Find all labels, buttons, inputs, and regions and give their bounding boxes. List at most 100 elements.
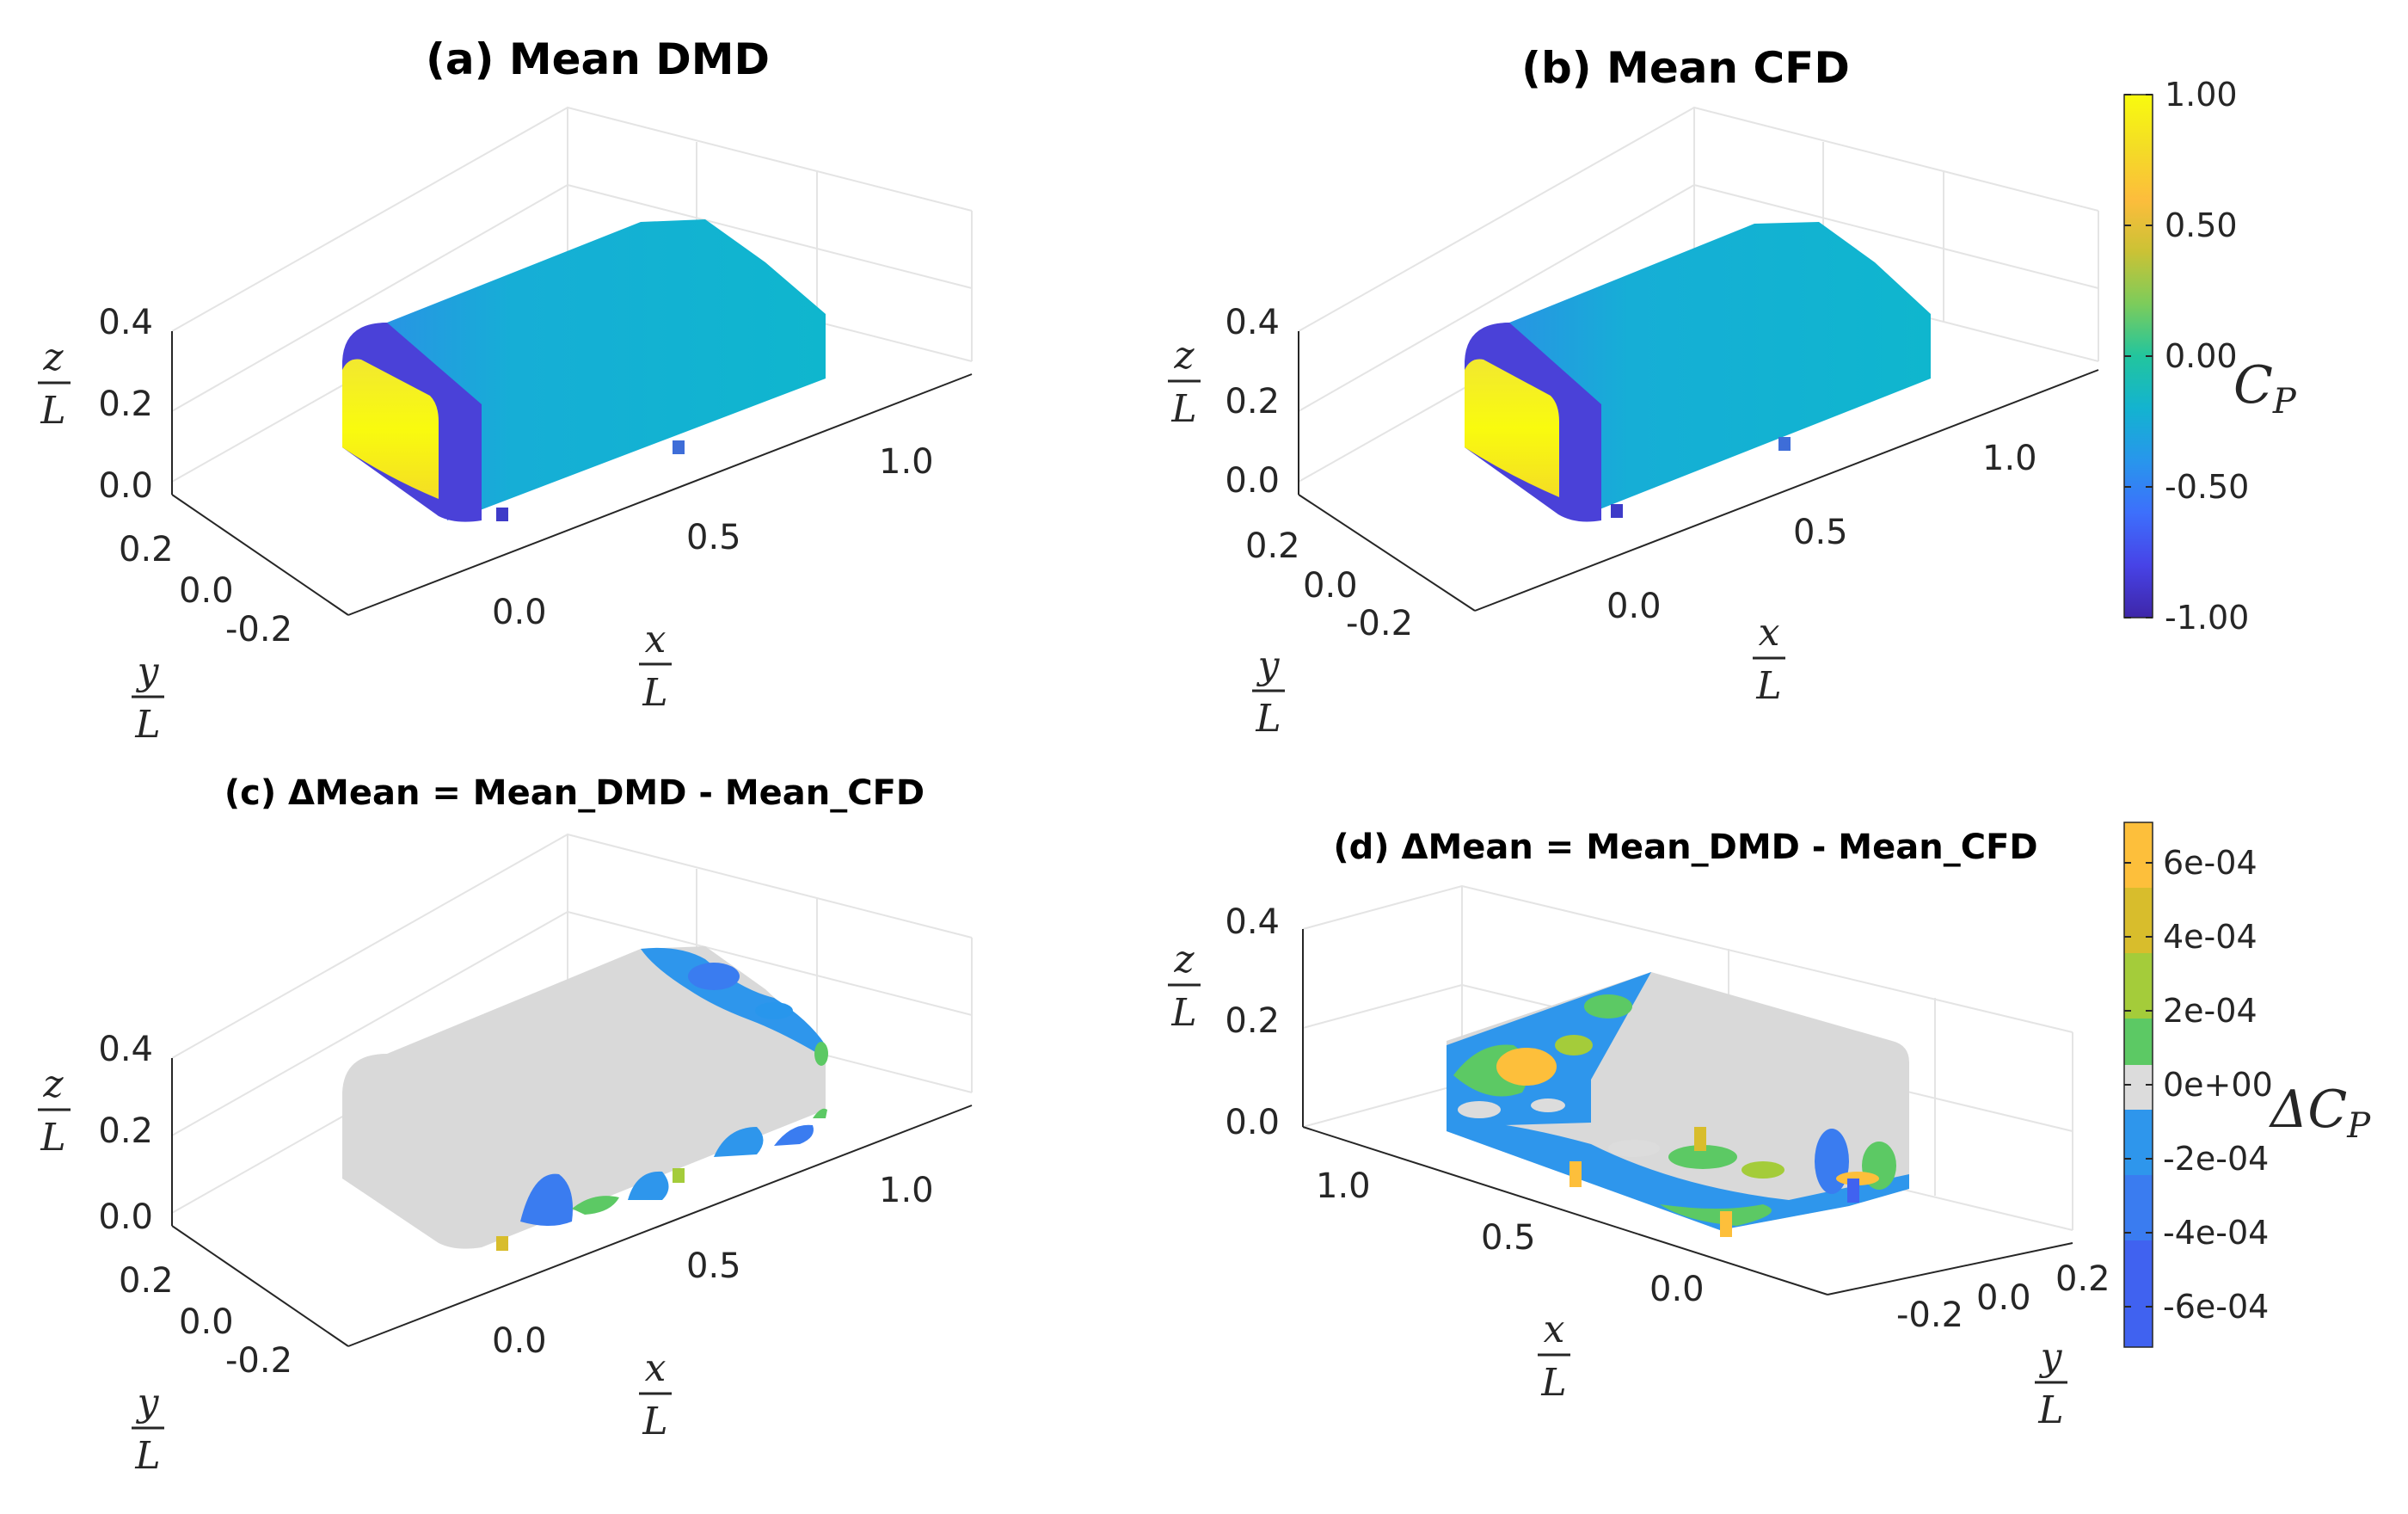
x-tick-label: 1.0 bbox=[879, 442, 934, 482]
colorbar-cp-label: CP bbox=[2233, 355, 2297, 422]
z-tick-label: 0.4 bbox=[98, 1030, 153, 1069]
y-tick-label: 0.2 bbox=[119, 530, 174, 569]
panel-d-y-ticks: -0.2 0.0 0.2 bbox=[1896, 1259, 2110, 1335]
x-label-den: L bbox=[642, 671, 667, 715]
body-gray-surface bbox=[342, 946, 826, 1249]
colorbar-tick-label: 6e-04 bbox=[2163, 844, 2258, 882]
y-label-num: y bbox=[1256, 643, 1281, 687]
panel-b-z-label: z L bbox=[1168, 334, 1201, 431]
delta-patch bbox=[1584, 994, 1632, 1019]
delta-patch bbox=[1458, 1101, 1501, 1118]
x-label-num: x bbox=[645, 1346, 666, 1390]
y-tick-label: 0.0 bbox=[1976, 1278, 2031, 1318]
panel-d-axes bbox=[1302, 929, 2073, 1296]
panel-a-z-ticks: 0.4 0.2 0.0 bbox=[98, 303, 153, 506]
panel-b-title: (b) Mean CFD bbox=[1521, 43, 1850, 93]
panel-c-x-ticks: 0.0 0.5 1.0 bbox=[492, 1171, 934, 1361]
panel-a-title: (a) Mean DMD bbox=[426, 34, 770, 84]
x-tick-label: 0.5 bbox=[1481, 1218, 1536, 1258]
x-tick-label: 0.5 bbox=[686, 518, 741, 557]
panel-d-z-label: z L bbox=[1168, 938, 1201, 1035]
body-leg bbox=[1847, 1179, 1859, 1203]
panel-c-x-label: x L bbox=[639, 1346, 672, 1443]
x-label-num: x bbox=[1544, 1308, 1565, 1351]
panel-b: (b) Mean CFD 0.4 0.2 0.0 bbox=[1168, 43, 2297, 741]
colorbar-tick-label: 4e-04 bbox=[2163, 918, 2258, 956]
z-tick-label: 0.0 bbox=[98, 1197, 153, 1237]
delta-patch bbox=[1531, 1099, 1565, 1112]
panel-c-y-label: y L bbox=[132, 1381, 164, 1478]
body-leg bbox=[1570, 1161, 1582, 1187]
x-tick-label: 0.0 bbox=[1606, 587, 1662, 626]
y-label-den: L bbox=[134, 1434, 160, 1478]
z-tick-label: 0.0 bbox=[98, 466, 153, 506]
z-label-num: z bbox=[42, 335, 64, 379]
z-tick-label: 0.2 bbox=[1225, 382, 1280, 422]
colorbar-tick-label: 0e+00 bbox=[2163, 1066, 2273, 1104]
z-tick-label: 0.2 bbox=[98, 385, 153, 424]
panel-c-body bbox=[342, 946, 828, 1251]
colorbar-delta-cp-label: ΔCP bbox=[2269, 1080, 2371, 1146]
y-tick-label: 0.2 bbox=[2055, 1259, 2110, 1299]
panel-c: (c) ΔMean = Mean_DMD - Mean_CFD bbox=[38, 773, 973, 1478]
delta-patch bbox=[714, 1127, 764, 1157]
delta-patch bbox=[813, 1108, 827, 1118]
panel-b-body bbox=[1465, 222, 1931, 522]
x-label-den: L bbox=[1755, 664, 1781, 708]
x-label-den: L bbox=[1540, 1361, 1566, 1405]
panel-b-x-label: x L bbox=[1753, 611, 1785, 708]
panel-d-body bbox=[1447, 972, 1909, 1237]
colorbar-tick-label: 0.00 bbox=[2165, 337, 2238, 375]
panel-a-y-label: y L bbox=[132, 649, 164, 747]
body-leg bbox=[496, 508, 508, 521]
body-leg bbox=[1720, 1211, 1732, 1237]
x-label-den: L bbox=[642, 1400, 667, 1443]
panel-d-y-label: y L bbox=[2035, 1335, 2067, 1432]
colorbar-tick-label: -1.00 bbox=[2165, 599, 2249, 637]
x-tick-label: 0.0 bbox=[492, 1321, 547, 1361]
y-tick-label: 0.2 bbox=[119, 1261, 174, 1301]
z-label-num: z bbox=[1173, 334, 1195, 378]
z-label-num: z bbox=[1173, 938, 1195, 982]
y-tick-label: 0.0 bbox=[179, 1302, 234, 1342]
y-label-num: y bbox=[136, 649, 160, 693]
body-leg bbox=[673, 440, 685, 454]
y-label-den: L bbox=[134, 703, 160, 747]
panel-b-y-label: y L bbox=[1252, 643, 1285, 741]
body-front-face bbox=[342, 359, 439, 499]
body-leg bbox=[1611, 504, 1623, 518]
z-label-den: L bbox=[1170, 387, 1196, 431]
panel-c-axes bbox=[171, 1058, 973, 1347]
z-label-den: L bbox=[40, 389, 65, 433]
panel-d-x-label: x L bbox=[1538, 1308, 1570, 1405]
delta-patch bbox=[641, 947, 826, 1058]
x-tick-label: 0.0 bbox=[492, 593, 547, 632]
y-tick-label: -0.2 bbox=[1346, 604, 1413, 643]
x-tick-label: 1.0 bbox=[1982, 439, 2037, 478]
y-tick-label: -0.2 bbox=[225, 610, 292, 649]
delta-patch bbox=[774, 1124, 814, 1146]
panel-c-z-label: z L bbox=[38, 1062, 71, 1160]
panel-c-z-ticks: 0.4 0.2 0.0 bbox=[98, 1030, 153, 1237]
colorbar-tick-label: -2e-04 bbox=[2163, 1140, 2269, 1178]
y-tick-label: -0.2 bbox=[225, 1341, 292, 1381]
panel-a-axes bbox=[171, 331, 973, 616]
y-tick-label: 0.0 bbox=[179, 571, 234, 611]
delta-patch bbox=[520, 1173, 573, 1226]
z-tick-label: 0.0 bbox=[1225, 1103, 1280, 1142]
colorbar-tick-label: 2e-04 bbox=[2163, 992, 2258, 1030]
panel-a-y-ticks: 0.2 0.0 -0.2 bbox=[119, 530, 292, 649]
colorbar-delta-cp-steps bbox=[2123, 822, 2153, 1348]
delta-patch bbox=[814, 1042, 828, 1066]
y-label-num: y bbox=[136, 1381, 160, 1425]
delta-patch bbox=[755, 1002, 793, 1019]
body-leg bbox=[1694, 1127, 1706, 1151]
panel-d-z-ticks: 0.4 0.2 0.0 bbox=[1225, 902, 1280, 1142]
x-tick-label: 1.0 bbox=[879, 1171, 934, 1210]
y-tick-label: -0.2 bbox=[1896, 1296, 1963, 1335]
x-tick-label: 0.0 bbox=[1649, 1270, 1705, 1309]
panel-a-grid bbox=[171, 106, 973, 483]
delta-patch bbox=[628, 1171, 669, 1200]
panel-a-x-label: x L bbox=[639, 618, 672, 715]
